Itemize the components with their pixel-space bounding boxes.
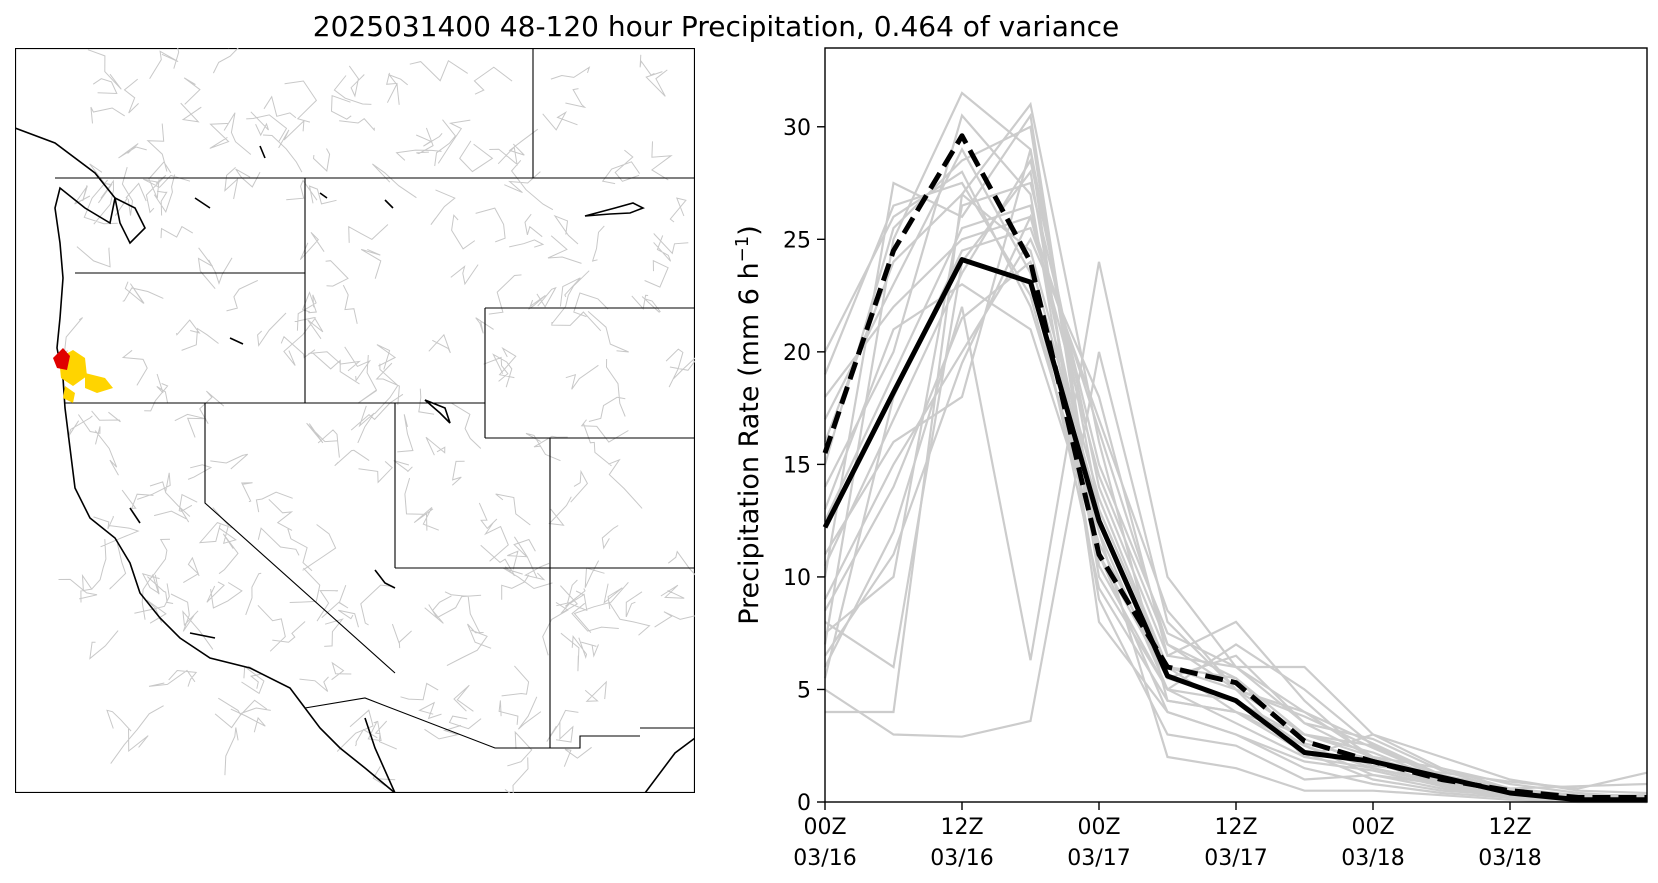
ensemble-member-line	[823, 91, 1647, 801]
lakes	[129, 145, 645, 639]
x-tick-label-date: 03/17	[1067, 846, 1130, 871]
dashed-series-line	[822, 133, 1647, 800]
series-lines	[822, 133, 1647, 803]
ensemble-member-line	[824, 351, 1648, 799]
x-axis: 00Z 03/16 12Z 03/16 00Z 03/17 12Z 03/17 00Z 03/18…	[793, 802, 1542, 871]
basin-boundaries	[58, 48, 695, 793]
ensemble-member-line	[824, 236, 1648, 804]
x-tick-label-date: 03/18	[1341, 846, 1404, 871]
y-tick-label: 10	[783, 566, 811, 591]
basin-map	[15, 48, 695, 793]
x-tick-label-time: 00Z	[1077, 815, 1120, 840]
basin-outline	[58, 48, 695, 793]
x-tick-label-time: 00Z	[1351, 815, 1394, 840]
x-tick-label-date: 03/18	[1478, 846, 1541, 871]
y-axis-label-text: Precipitation Rate (mm 6 h	[734, 262, 765, 624]
y-axis-label-close: )	[734, 225, 765, 236]
map-frame	[15, 48, 695, 793]
y-tick-label: 5	[797, 678, 811, 703]
ensemble-member-line	[823, 226, 1648, 801]
ensemble-members	[823, 91, 1648, 804]
high-precip-basins	[53, 348, 113, 403]
x-tick-label-date: 03/17	[1204, 846, 1267, 871]
y-axis: 0 5 10 15 20 25 30	[783, 116, 825, 816]
solid-series-line	[822, 257, 1647, 803]
ensemble-member-line	[824, 113, 1647, 801]
x-tick-label-time: 12Z	[1488, 815, 1531, 840]
ensemble-member-line	[824, 170, 1648, 795]
chart-title: 2025031400 48-120 hour Precipitation, 0.…	[312, 10, 1120, 43]
coastline	[15, 127, 695, 793]
ensemble-member-line	[824, 181, 1648, 801]
y-axis-label: Precipitation Rate (mm 6 h−1)	[732, 225, 765, 625]
x-tick-label-date: 03/16	[793, 846, 856, 871]
y-tick-label: 15	[783, 453, 811, 478]
ensemble-member-line	[824, 204, 1647, 804]
x-tick-label-time: 00Z	[803, 815, 846, 840]
ensemble-member-line	[824, 169, 1648, 804]
y-axis-label-exponent: −1	[732, 236, 753, 263]
y-tick-label: 20	[783, 341, 811, 366]
x-tick-label-time: 12Z	[1214, 815, 1257, 840]
ensemble-member-line	[823, 112, 1648, 801]
y-tick-label: 25	[783, 228, 811, 253]
y-tick-label: 0	[797, 791, 811, 816]
y-tick-label: 30	[783, 116, 811, 141]
state-borders	[55, 48, 695, 749]
x-tick-label-date: 03/16	[930, 846, 993, 871]
x-tick-label-time: 12Z	[940, 815, 983, 840]
